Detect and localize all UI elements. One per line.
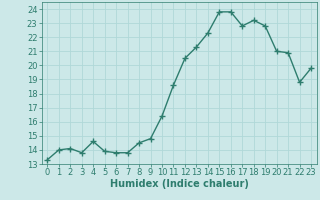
X-axis label: Humidex (Indice chaleur): Humidex (Indice chaleur) bbox=[110, 179, 249, 189]
